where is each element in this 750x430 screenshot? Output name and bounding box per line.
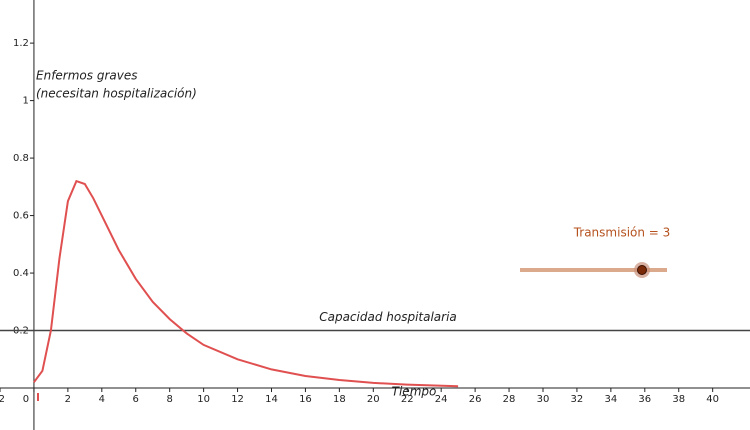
x-tick-label: 40 xyxy=(706,394,719,405)
x-tick-label: 2 xyxy=(65,394,71,405)
y-tick-label: 1.2 xyxy=(13,38,29,49)
x-tick-label: 28 xyxy=(503,394,516,405)
x-tick-label: 0 xyxy=(23,394,29,405)
x-tick-label: 20 xyxy=(367,394,380,405)
y-tick-label: 0.6 xyxy=(13,211,29,222)
slider-point[interactable] xyxy=(637,265,647,275)
x-tick-label: 18 xyxy=(333,394,346,405)
x-tick-label: 22 xyxy=(401,394,414,405)
x-tick-label: 26 xyxy=(469,394,482,405)
x-tick-label: 8 xyxy=(166,394,172,405)
x-tick-label: 16 xyxy=(299,394,312,405)
x-tick-label: 24 xyxy=(435,394,448,405)
x-tick-label: 6 xyxy=(133,394,139,405)
x-tick-label: 36 xyxy=(638,394,651,405)
y-tick-label: 1 xyxy=(23,96,29,107)
reference-label: Capacidad hospitalaria xyxy=(319,310,457,324)
y-axis-label: Enfermos graves xyxy=(36,69,137,83)
curve xyxy=(33,179,459,388)
y-axis-label: (necesitan hospitalización) xyxy=(36,87,197,101)
x-tick-label: 4 xyxy=(99,394,105,405)
x-tick-label: 12 xyxy=(231,394,244,405)
y-tick-label: 0.4 xyxy=(13,268,29,279)
x-tick-label: 38 xyxy=(672,394,685,405)
x-axis-label: Tiempo xyxy=(392,385,437,399)
x-tick-label: 14 xyxy=(265,394,278,405)
y-tick-label: 0.8 xyxy=(13,153,29,164)
x-tick-label: 10 xyxy=(197,394,210,405)
x-tick-label: -2 xyxy=(0,394,5,405)
slider-label: Transmisión = 3 xyxy=(573,226,671,240)
x-tick-label: 32 xyxy=(571,394,584,405)
x-tick-label: 30 xyxy=(537,394,550,405)
x-tick-label: 34 xyxy=(604,394,617,405)
